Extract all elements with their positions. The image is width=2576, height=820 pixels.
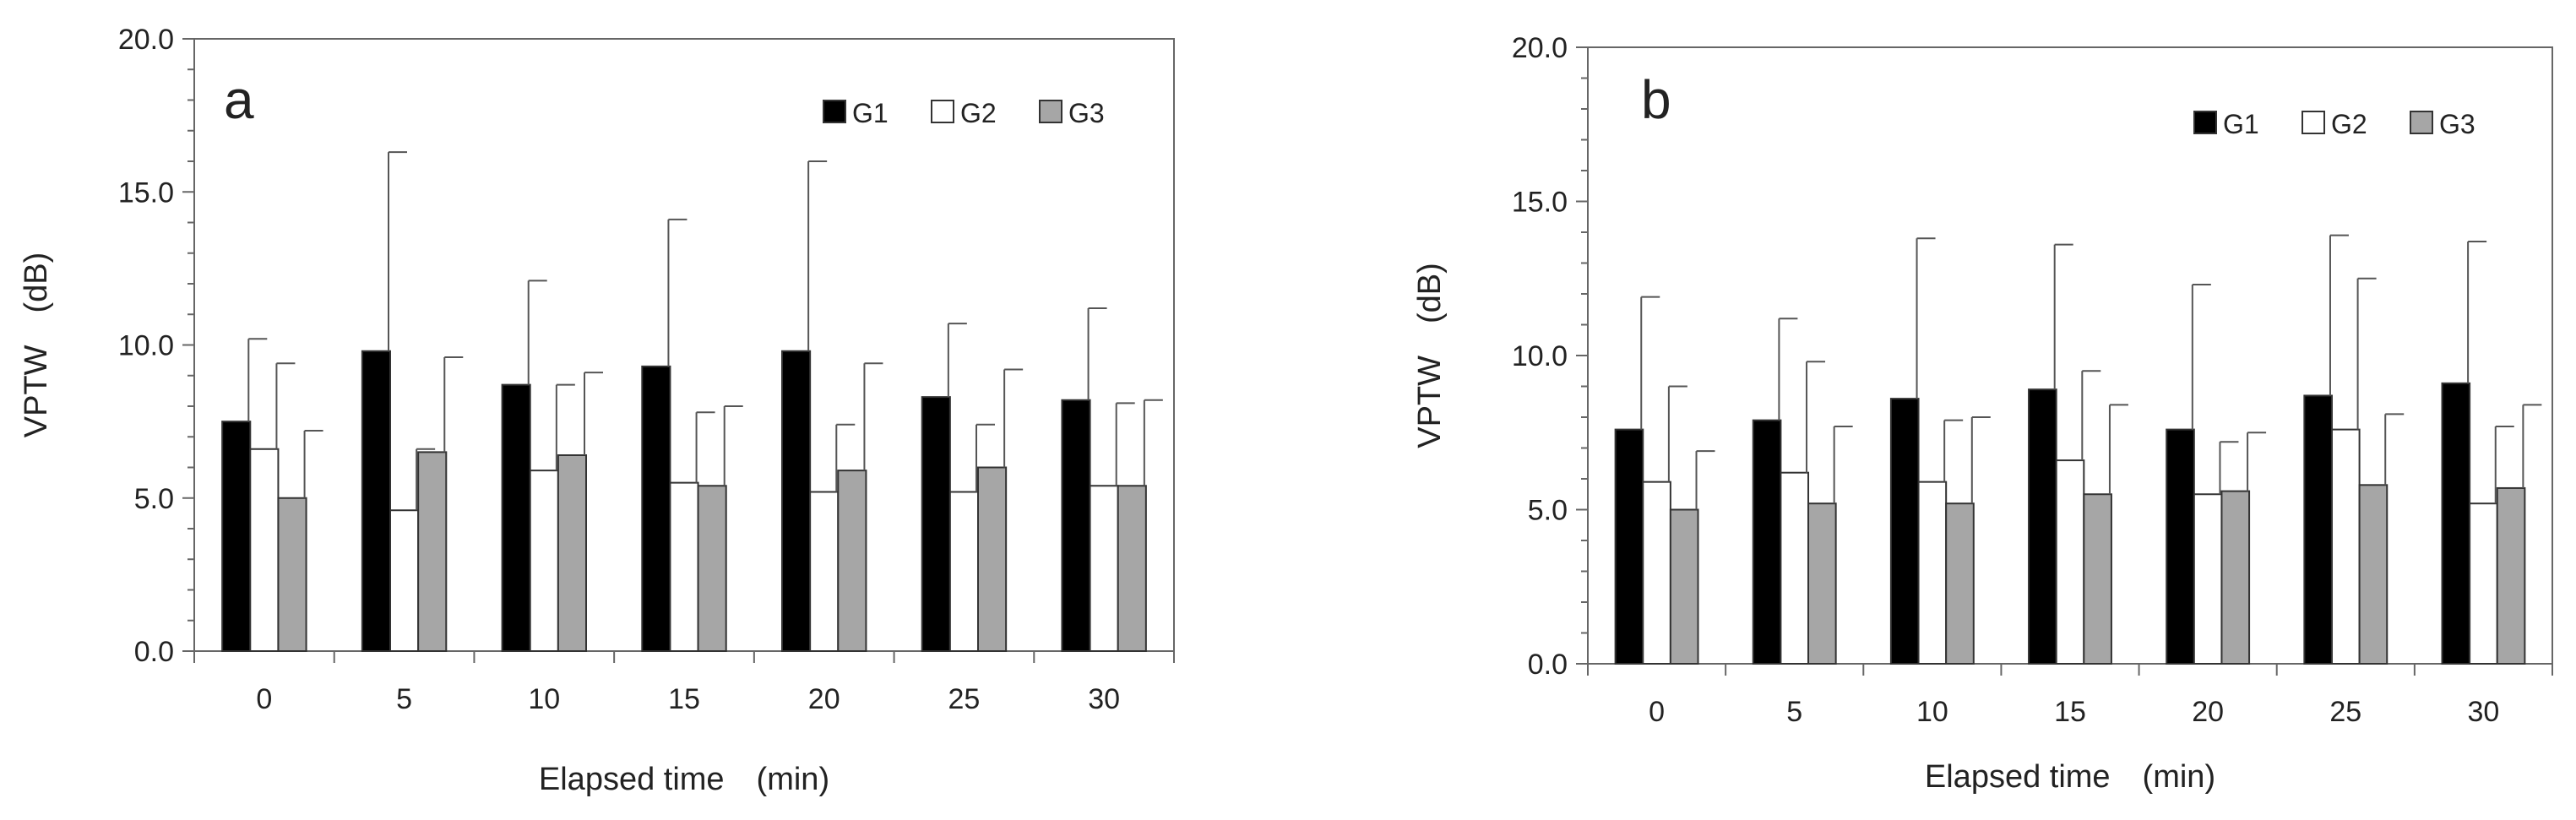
bar-g2-10 bbox=[1917, 481, 1948, 665]
x-tick-label: 5 bbox=[396, 683, 412, 715]
legend-label-g3: G3 bbox=[1068, 98, 1105, 128]
y-tick-label: 15.0 bbox=[118, 176, 174, 209]
x-tick-label: 30 bbox=[1088, 683, 1120, 715]
bar-g2-0 bbox=[1642, 481, 1671, 665]
bar-g1-5 bbox=[1752, 419, 1782, 665]
bar-g1-10 bbox=[1889, 398, 1920, 665]
bar-g3-5 bbox=[417, 451, 448, 652]
legend-label-g2: G2 bbox=[960, 98, 997, 128]
bar-g2-20 bbox=[2193, 493, 2223, 665]
y-tick-label: 0.0 bbox=[134, 636, 174, 668]
bar-g1-30 bbox=[2441, 382, 2471, 665]
bar-g2-5 bbox=[1780, 471, 1810, 665]
bar-g3-0 bbox=[1669, 508, 1699, 665]
x-axis-title: Elapsed time (min) bbox=[1925, 759, 2215, 795]
legend-label-g1: G1 bbox=[852, 98, 889, 128]
bar-g1-15 bbox=[2028, 388, 2057, 665]
x-tick-label: 25 bbox=[2329, 696, 2361, 728]
x-tick-label: 30 bbox=[2468, 696, 2500, 728]
legend: G1 G2 G3 bbox=[823, 98, 1105, 128]
x-tick-label: 10 bbox=[528, 683, 560, 715]
legend-label-g3: G3 bbox=[2439, 109, 2475, 139]
y-tick-label: 5.0 bbox=[1528, 495, 1568, 527]
y-tick-label: 15.0 bbox=[1512, 187, 1568, 219]
chart-panel-a: 0.0 5.0 10.0 15.0 20.0 0 5 10 15 20 25 30 a G1 G2 G3 Ela… bbox=[19, 24, 1175, 797]
y-tick-label: 20.0 bbox=[118, 24, 174, 56]
x-axis-title: Elapsed time (min) bbox=[539, 762, 829, 797]
bar-g1-25 bbox=[921, 396, 951, 652]
bar-g1-0 bbox=[221, 421, 252, 652]
legend-swatch-g2 bbox=[931, 100, 954, 123]
y-axis-title: VPTW (dB) bbox=[19, 253, 54, 438]
x-tick-label: 15 bbox=[668, 683, 700, 715]
bar-g1-10 bbox=[501, 383, 531, 652]
bar-g1-25 bbox=[2303, 394, 2333, 665]
legend-swatch-g3 bbox=[2410, 111, 2433, 134]
bar-g1-20 bbox=[2166, 428, 2195, 665]
bar-g2-15 bbox=[2055, 459, 2085, 665]
bar-g3-20 bbox=[2220, 490, 2251, 665]
y-tick-label: 5.0 bbox=[134, 483, 174, 515]
bar-g3-10 bbox=[557, 454, 587, 652]
bar-g1-5 bbox=[361, 350, 392, 652]
bar-g2-30 bbox=[2469, 502, 2498, 665]
legend-swatch-g1 bbox=[823, 100, 846, 123]
y-tick-label: 10.0 bbox=[118, 330, 174, 362]
bar-g1-0 bbox=[1614, 428, 1644, 665]
x-tick-label: 20 bbox=[2192, 696, 2224, 728]
bar-g2-25 bbox=[948, 491, 980, 652]
bar-g3-0 bbox=[277, 497, 307, 652]
legend-swatch-g3 bbox=[1039, 100, 1062, 123]
bar-g2-20 bbox=[809, 491, 840, 652]
bar-g3-15 bbox=[2083, 493, 2112, 665]
bar-g2-15 bbox=[669, 481, 699, 652]
x-tick-label: 0 bbox=[256, 683, 272, 715]
y-tick-label: 0.0 bbox=[1528, 649, 1568, 681]
bar-g3-10 bbox=[1945, 502, 1975, 665]
legend: G1 G2 G3 bbox=[2193, 109, 2475, 139]
bar-g3-25 bbox=[977, 466, 1008, 652]
x-tick-label: 20 bbox=[808, 683, 840, 715]
y-tick-label: 10.0 bbox=[1512, 340, 1568, 372]
bar-g1-20 bbox=[781, 350, 812, 652]
bar-g2-10 bbox=[529, 470, 559, 652]
legend-swatch-g1 bbox=[2193, 111, 2217, 134]
panel-label: a bbox=[224, 69, 254, 130]
x-tick-label: 15 bbox=[2054, 696, 2086, 728]
bar-g2-30 bbox=[1089, 485, 1119, 652]
bar-g2-0 bbox=[249, 448, 280, 652]
bar-g2-25 bbox=[2330, 428, 2361, 665]
bar-g1-15 bbox=[641, 365, 671, 652]
y-axis-title: VPTW (dB) bbox=[1412, 263, 1448, 448]
bar-g3-15 bbox=[697, 485, 727, 652]
bar-g3-5 bbox=[1807, 502, 1837, 665]
legend-label-g1: G1 bbox=[2223, 109, 2259, 139]
x-tick-label: 25 bbox=[948, 683, 981, 715]
x-tick-label: 5 bbox=[1786, 696, 1802, 728]
bar-g3-25 bbox=[2358, 484, 2389, 665]
bar-g1-30 bbox=[1061, 399, 1091, 652]
x-tick-label: 10 bbox=[1916, 696, 1948, 728]
y-tick-label: 20.0 bbox=[1512, 32, 1568, 64]
bar-g3-30 bbox=[2496, 486, 2526, 665]
bar-g3-30 bbox=[1117, 485, 1147, 652]
bar-g2-5 bbox=[389, 509, 420, 652]
panel-label: b bbox=[1641, 69, 1671, 130]
bar-g3-20 bbox=[837, 470, 867, 652]
legend-swatch-g2 bbox=[2302, 111, 2325, 134]
legend-label-g2: G2 bbox=[2331, 109, 2367, 139]
x-tick-label: 0 bbox=[1649, 696, 1665, 728]
chart-panel-b: 0.0 5.0 10.0 15.0 20.0 0 5 10 15 20 25 30 b G1 G2 G3 Ela… bbox=[1412, 32, 2553, 795]
